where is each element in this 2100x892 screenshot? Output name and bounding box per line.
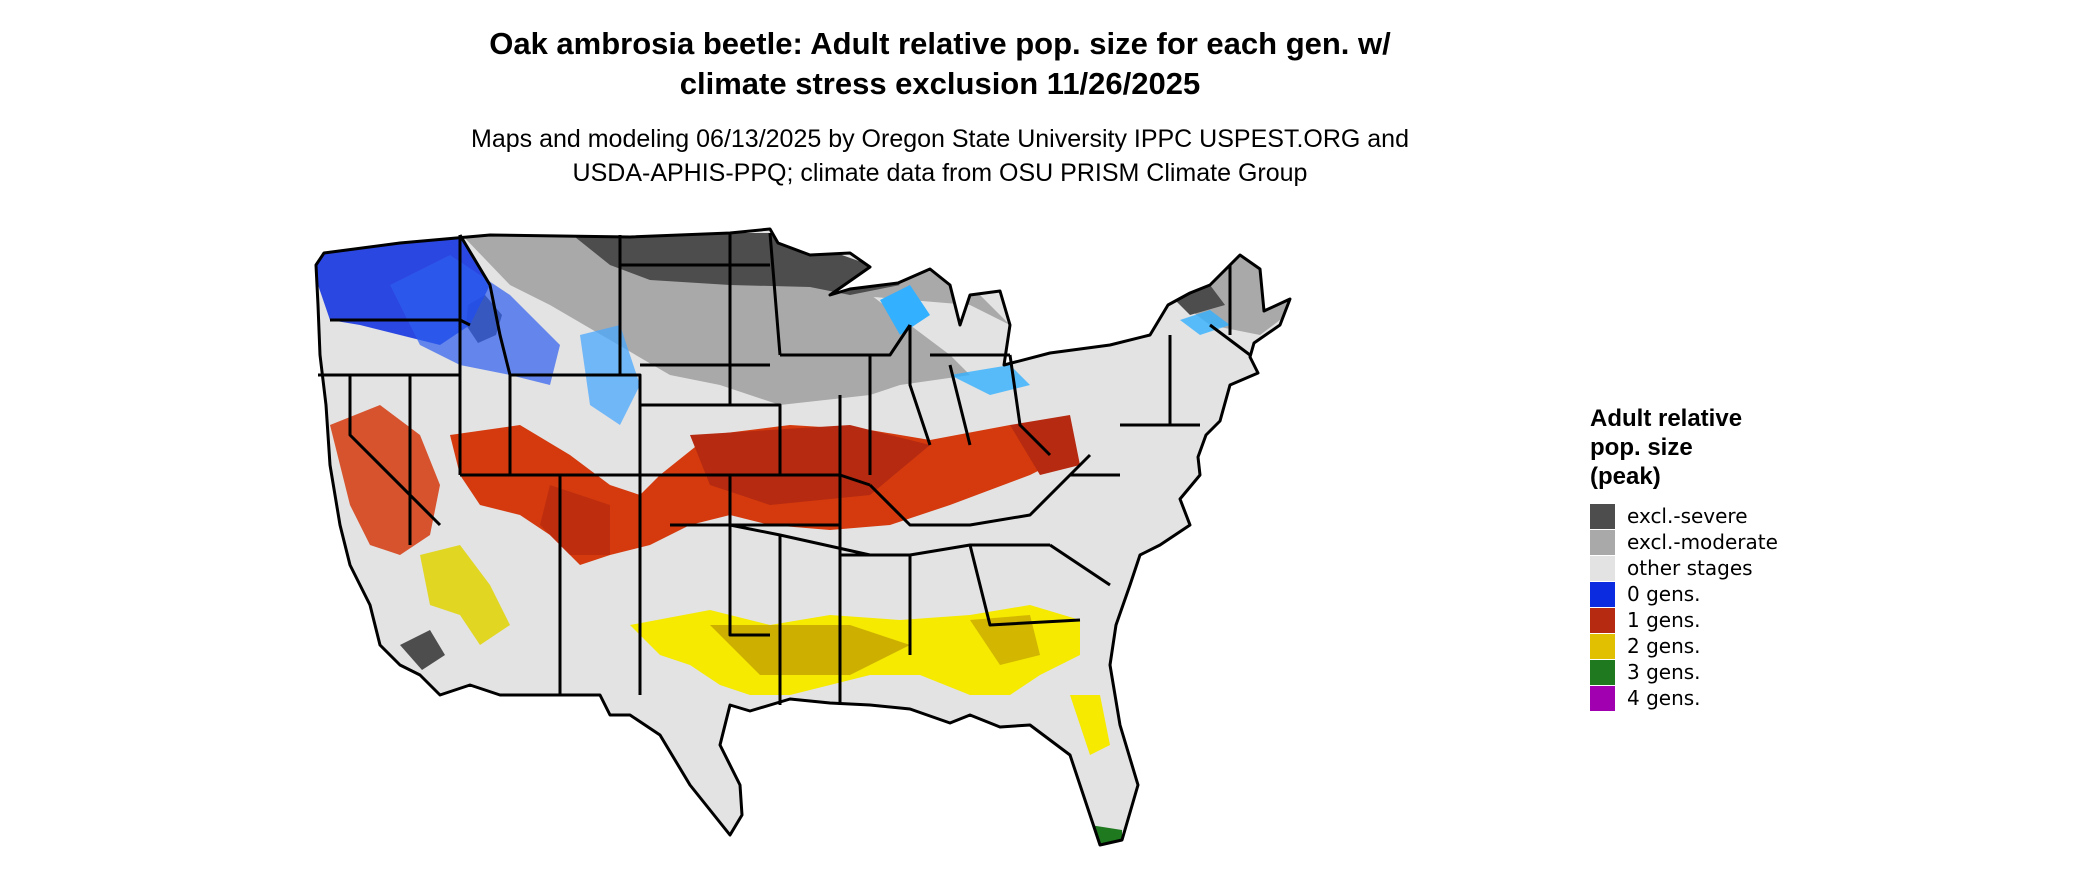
legend-title-line-3: (peak) (1590, 463, 1661, 490)
legend-swatch (1590, 633, 1615, 659)
legend-item: excl.-severe (1590, 503, 1778, 529)
title-line-2: climate stress exclusion 11/26/2025 (679, 66, 1201, 101)
legend-swatch (1590, 685, 1615, 711)
legend-items: excl.-severe excl.-moderate other stages 0 … (1590, 503, 1778, 711)
legend-item: excl.-moderate (1590, 529, 1778, 555)
legend-label: 1 gens. (1627, 608, 1701, 632)
legend-label: 4 gens. (1627, 686, 1701, 710)
legend-swatch (1590, 659, 1615, 685)
legend-swatch (1590, 555, 1615, 581)
legend-title-line-2: pop. size (1590, 434, 1693, 461)
legend-label: other stages (1627, 556, 1753, 580)
legend-item: 1 gens. (1590, 607, 1778, 633)
legend-label: 2 gens. (1627, 634, 1701, 658)
title-line-1: Oak ambrosia beetle: Adult relative pop.… (489, 26, 1391, 61)
legend-swatch (1590, 529, 1615, 555)
legend-item: 2 gens. (1590, 633, 1778, 659)
us-map (314, 227, 1292, 847)
legend-label: excl.-severe (1627, 504, 1748, 528)
legend-item: other stages (1590, 555, 1778, 581)
legend-title: Adult relative pop. size (peak) (1590, 404, 1778, 491)
legend-title-line-1: Adult relative (1590, 405, 1743, 432)
legend-swatch (1590, 607, 1615, 633)
legend-label: excl.-moderate (1627, 530, 1778, 554)
legend: Adult relative pop. size (peak) excl.-se… (1590, 404, 1778, 711)
map-subtitle: Maps and modeling 06/13/2025 by Oregon S… (340, 122, 1540, 190)
legend-item: 4 gens. (1590, 685, 1778, 711)
legend-swatch (1590, 503, 1615, 529)
map-title: Oak ambrosia beetle: Adult relative pop.… (340, 24, 1540, 104)
subtitle-line-1: Maps and modeling 06/13/2025 by Oregon S… (471, 125, 1409, 153)
legend-item: 0 gens. (1590, 581, 1778, 607)
legend-label: 3 gens. (1627, 660, 1701, 684)
legend-swatch (1590, 581, 1615, 607)
legend-item: 3 gens. (1590, 659, 1778, 685)
legend-label: 0 gens. (1627, 582, 1701, 606)
subtitle-line-2: USDA-APHIS-PPQ; climate data from OSU PR… (572, 159, 1308, 187)
